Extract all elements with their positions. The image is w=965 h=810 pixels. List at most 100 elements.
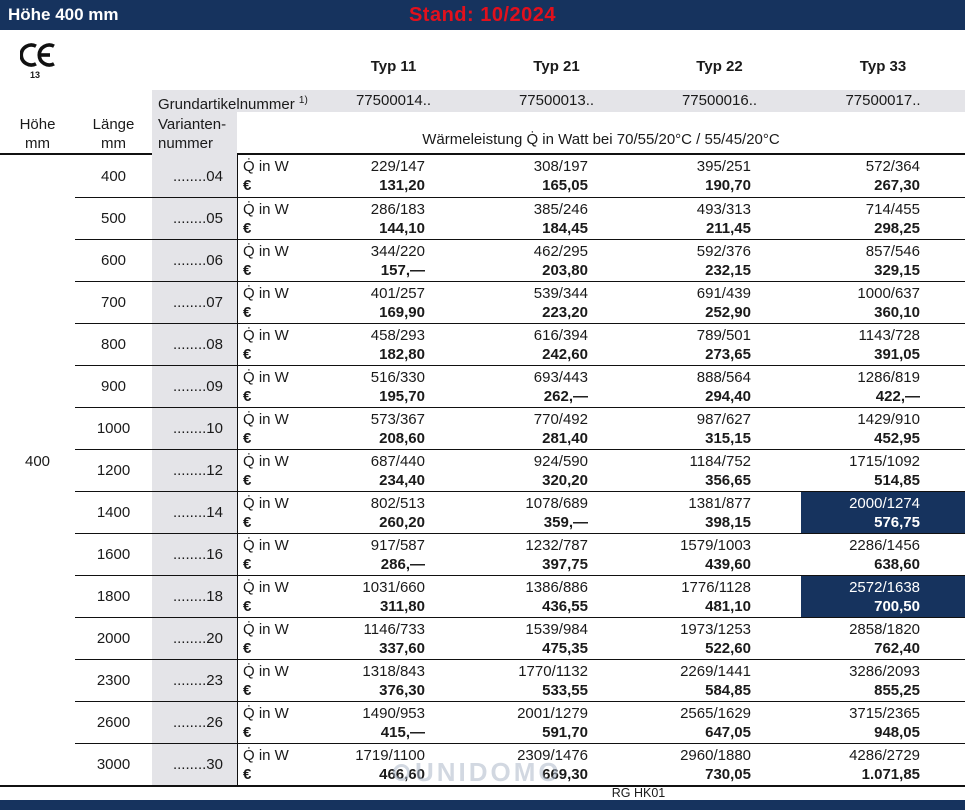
laenge-value: 600 <box>100 252 127 269</box>
price-value: 184,45 <box>542 220 588 237</box>
row-labels-cell: Q̇ in W € <box>237 407 312 449</box>
row-labels-cell: Q̇ in W € <box>237 281 312 323</box>
watt-value: 691/439 <box>696 285 751 302</box>
price-value: 252,90 <box>705 304 751 321</box>
row-labels-cell: Q̇ in W € <box>237 155 312 197</box>
variantennummer-cell: ........10 <box>152 407 237 449</box>
euro-row-label: € <box>243 640 252 657</box>
page-title: Höhe 400 mm <box>8 5 119 24</box>
watt-value: 2309/1476 <box>517 747 588 764</box>
variantennummer-cell: ........08 <box>152 323 237 365</box>
price-value: 576,75 <box>874 514 920 531</box>
typ21-value-cell: 462/295 203,80 <box>475 239 638 281</box>
watt-row-label: Q̇ in W <box>243 663 289 680</box>
footnote-marker: 1) <box>298 95 308 106</box>
table-row: 2300 ........23 Q̇ in W € 1318/843 376,3… <box>0 659 965 701</box>
laenge-value: 1200 <box>96 462 131 479</box>
watt-row-label: Q̇ in W <box>243 285 289 302</box>
watt-value: 2858/1820 <box>849 621 920 638</box>
typ21-value-cell: 770/492 281,40 <box>475 407 638 449</box>
watt-value: 385/246 <box>533 201 588 218</box>
watt-value: 286/183 <box>370 201 425 218</box>
table-rows: 400 ........04 Q̇ in W € 229/147 131,20 … <box>0 155 965 785</box>
laenge-value: 2600 <box>96 714 131 731</box>
euro-row-label: € <box>243 724 252 741</box>
typ21-value-cell: 2309/1476 669,30 <box>475 743 638 785</box>
price-value: 360,10 <box>874 304 920 321</box>
watt-value: 987/627 <box>696 411 751 428</box>
hoehe-spacer-cell <box>0 281 75 323</box>
variantennummer-value: ........05 <box>172 210 223 227</box>
laenge-value: 1000 <box>96 420 131 437</box>
typ21-value-cell: 693/443 262,— <box>475 365 638 407</box>
watt-row-label: Q̇ in W <box>243 411 289 428</box>
watt-value: 1031/660 <box>362 579 425 596</box>
variantennummer-value: ........09 <box>172 378 223 395</box>
row-labels-cell: Q̇ in W € <box>237 197 312 239</box>
laenge-cell: 1600 <box>75 533 152 575</box>
variantennummer-value: ........26 <box>172 714 223 731</box>
price-value: 475,35 <box>542 640 588 657</box>
laenge-value: 700 <box>100 294 127 311</box>
price-value: 638,60 <box>874 556 920 573</box>
watt-row-label: Q̇ in W <box>243 579 289 596</box>
laenge-cell: 1200 <box>75 449 152 491</box>
price-value: 242,60 <box>542 346 588 363</box>
watt-value: 888/564 <box>696 369 751 386</box>
typ11-value-cell: 573/367 208,60 <box>312 407 475 449</box>
column-header-typ-11: Typ 11 <box>370 58 417 75</box>
table-row: 700 ........07 Q̇ in W € 401/257 169,90 … <box>0 281 965 323</box>
watt-value: 714/455 <box>865 201 920 218</box>
hoehe-spacer-cell <box>0 155 75 197</box>
price-value: 466,60 <box>379 766 425 783</box>
euro-row-label: € <box>243 598 252 615</box>
price-value: 376,30 <box>379 682 425 699</box>
laenge-cell: 800 <box>75 323 152 365</box>
watt-value: 1146/733 <box>363 621 425 638</box>
price-value: 730,05 <box>705 766 751 783</box>
watt-value: 693/443 <box>533 369 588 386</box>
watt-value: 1318/843 <box>362 663 425 680</box>
price-value: 223,20 <box>542 304 588 321</box>
laenge-cell: 2600 <box>75 701 152 743</box>
laenge-value: 900 <box>100 378 127 395</box>
grundartikelnummer-row-background <box>152 90 965 112</box>
table-row: 1400 ........14 Q̇ in W € 802/513 260,20… <box>0 491 965 533</box>
euro-row-label: € <box>243 766 252 783</box>
watt-value: 1386/886 <box>525 579 588 596</box>
watt-value: 917/587 <box>370 537 425 554</box>
table-row: 500 ........05 Q̇ in W € 286/183 144,10 … <box>0 197 965 239</box>
laenge-value: 500 <box>100 210 127 227</box>
typ22-value-cell: 789/501 273,65 <box>638 323 801 365</box>
price-value: 514,85 <box>874 472 920 489</box>
watt-value: 1184/752 <box>689 453 751 470</box>
price-value: 439,60 <box>705 556 751 573</box>
row-labels-cell: Q̇ in W € <box>237 659 312 701</box>
price-value: 286,— <box>380 556 425 573</box>
grundartikelnummer-typ11: 77500014.. <box>355 92 432 109</box>
variantennummer-value: ........14 <box>172 504 223 521</box>
variantennummer-cell: ........14 <box>152 491 237 533</box>
row-labels-cell: Q̇ in W € <box>237 575 312 617</box>
row-labels-cell: Q̇ in W € <box>237 533 312 575</box>
laenge-cell: 1000 <box>75 407 152 449</box>
row-labels-cell: Q̇ in W € <box>237 323 312 365</box>
price-value: 157,— <box>380 262 425 279</box>
watt-value: 1078/689 <box>525 495 588 512</box>
laenge-value: 400 <box>100 167 127 185</box>
typ11-value-cell: 516/330 195,70 <box>312 365 475 407</box>
watt-value: 229/147 <box>370 158 425 175</box>
table-footer: RG HK01 <box>0 785 965 800</box>
euro-row-label: € <box>243 262 252 279</box>
laenge-cell: 900 <box>75 365 152 407</box>
price-value: 533,55 <box>542 682 588 699</box>
price-value: 211,45 <box>705 220 751 237</box>
variantennummer-value: ........30 <box>172 756 223 773</box>
price-value: 195,70 <box>379 388 425 405</box>
watt-value: 516/330 <box>370 369 425 386</box>
hoehe-spacer-cell <box>0 323 75 365</box>
typ11-value-cell: 401/257 169,90 <box>312 281 475 323</box>
table-row: 900 ........09 Q̇ in W € 516/330 195,70 … <box>0 365 965 407</box>
watt-row-label: Q̇ in W <box>243 201 289 218</box>
typ21-value-cell: 1232/787 397,75 <box>475 533 638 575</box>
